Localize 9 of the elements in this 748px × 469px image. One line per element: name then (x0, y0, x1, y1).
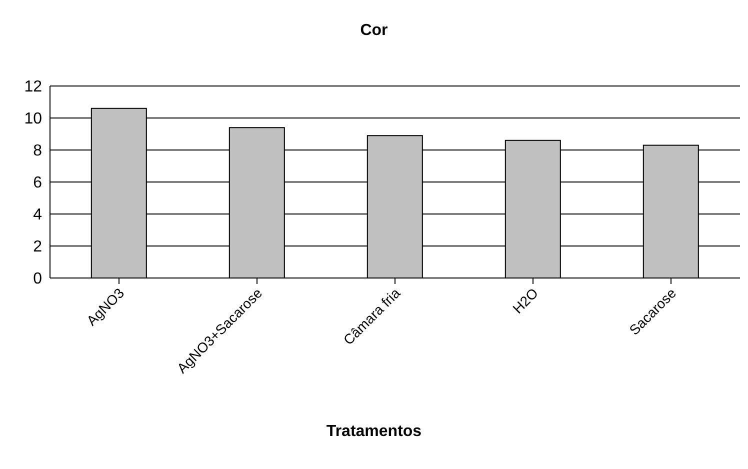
y-tick-label: 8 (33, 142, 42, 160)
y-tick-label: 4 (33, 206, 42, 224)
x-axis-title: Tratamentos (325, 423, 423, 441)
y-tick-label: 2 (33, 238, 42, 256)
y-tick-label: 0 (33, 270, 42, 288)
y-tick-label: 6 (33, 174, 42, 192)
y-tick-label: 12 (24, 78, 42, 96)
y-tick-label: 10 (24, 110, 42, 128)
chart-title: Cor (359, 22, 389, 40)
